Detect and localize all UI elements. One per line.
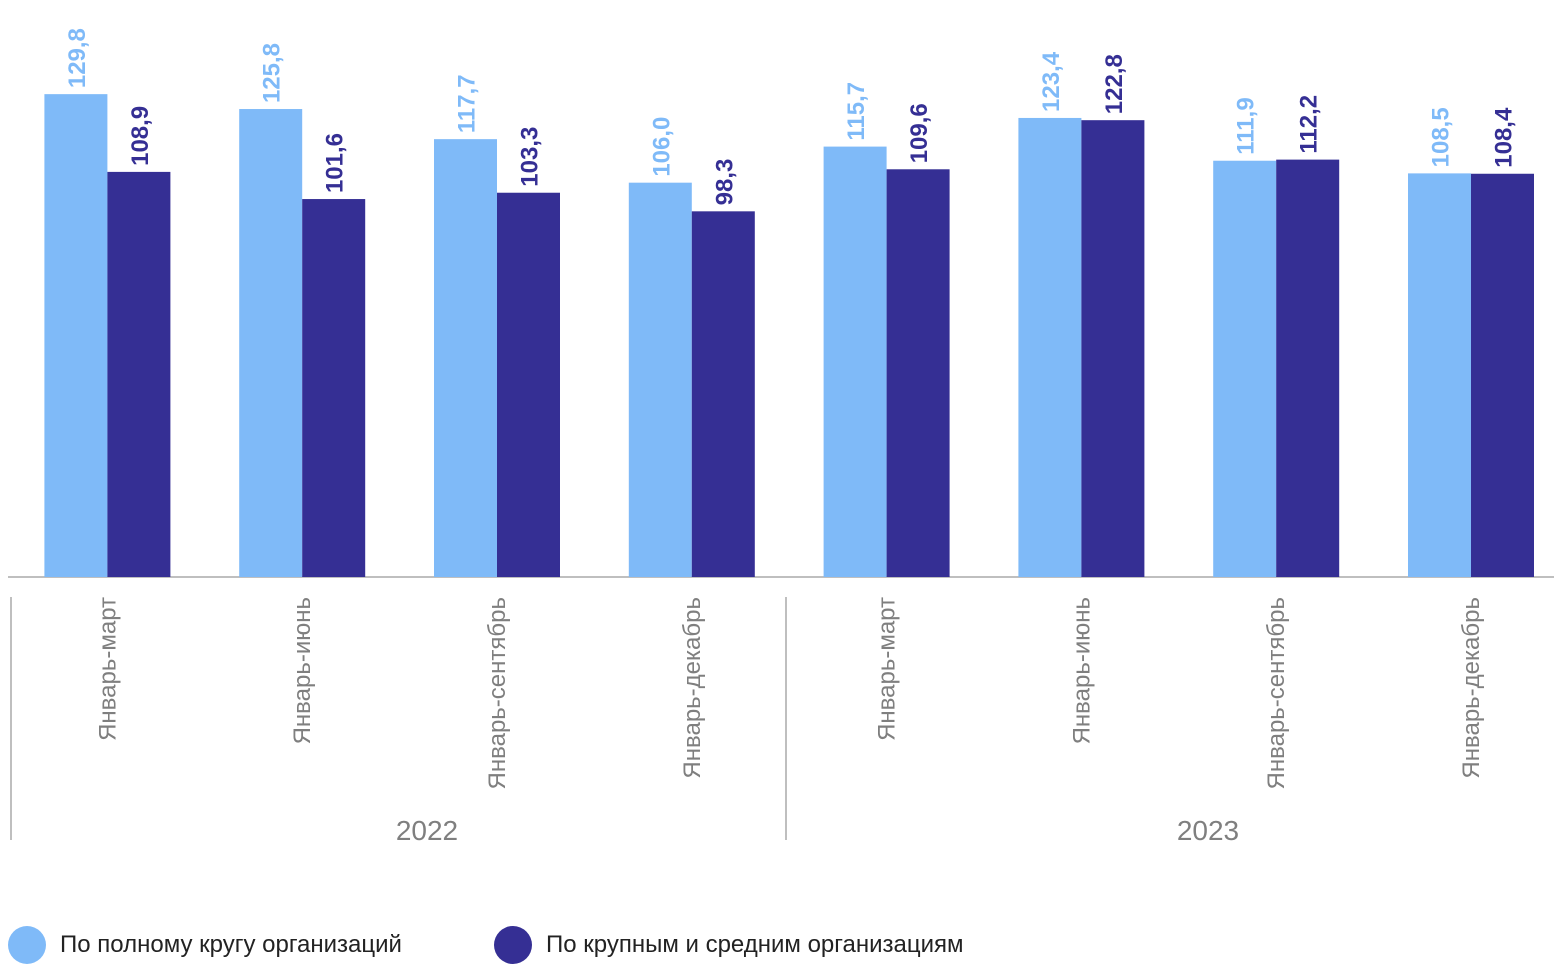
category-tick-label: Январь-июнь xyxy=(1068,597,1095,744)
legend-swatch-dark-blue xyxy=(494,926,532,964)
data-label: 106,0 xyxy=(648,117,675,177)
category-tick-label: Январь-сентябрь xyxy=(1263,597,1290,789)
bar-full-circle xyxy=(239,109,303,578)
data-label: 122,8 xyxy=(1101,54,1128,114)
category-tick-label: Январь-март xyxy=(874,597,901,741)
bar-large-medium xyxy=(107,171,171,577)
data-label: 108,5 xyxy=(1428,107,1455,167)
bar-large-medium xyxy=(497,192,560,577)
data-label: 117,7 xyxy=(454,74,481,133)
data-label: 98,3 xyxy=(711,159,738,206)
bar-full-circle xyxy=(628,182,692,577)
bar-large-medium xyxy=(1081,120,1145,578)
bar-full-circle xyxy=(44,94,108,578)
category-tick-label: Январь-июнь xyxy=(289,597,316,744)
legend-item-full-circle: По полному кругу организаций xyxy=(8,926,402,964)
data-label: 123,4 xyxy=(1038,51,1065,112)
bar-full-circle xyxy=(1213,160,1277,577)
category-tick-label: Январь-декабрь xyxy=(1458,597,1485,779)
legend-swatch-light-blue xyxy=(8,926,46,964)
bar-full-circle xyxy=(434,139,497,577)
legend-label: По крупным и средним организациям xyxy=(546,931,964,958)
legend-item-large-medium: По крупным и средним организациям xyxy=(494,926,964,964)
data-label: 112,2 xyxy=(1296,95,1323,154)
legend-label: По полному кругу организаций xyxy=(60,931,402,958)
bar-large-medium xyxy=(1276,159,1340,577)
data-label: 115,7 xyxy=(843,82,870,141)
data-label: 109,6 xyxy=(906,103,933,163)
category-tick-label: Январь-сентябрь xyxy=(484,597,511,789)
bar-large-medium xyxy=(886,169,950,577)
bar-large-medium xyxy=(302,199,366,577)
data-label: 125,8 xyxy=(259,43,286,103)
group-label: 2023 xyxy=(1177,815,1239,846)
bar-full-circle xyxy=(823,146,887,577)
category-tick-label: Январь-декабрь xyxy=(679,597,706,779)
data-label: 103,3 xyxy=(517,127,544,187)
data-label: 108,4 xyxy=(1491,107,1518,168)
bar-full-circle xyxy=(1018,117,1082,578)
bar-full-circle xyxy=(1408,173,1471,577)
bar-large-medium xyxy=(1471,173,1534,577)
bar-chart: 129,8 108,9 Январь-март 125,8 101,6 Январь-ию… xyxy=(8,28,1554,846)
legend: По полному кругу организаций По крупным … xyxy=(0,926,1554,966)
data-label: 101,6 xyxy=(322,133,349,193)
bar-large-medium xyxy=(691,211,755,577)
data-label: 108,9 xyxy=(127,106,154,166)
group-label: 2022 xyxy=(396,815,458,846)
category-tick-label: Январь-март xyxy=(94,597,121,741)
data-label: 111,9 xyxy=(1233,97,1260,154)
data-label: 129,8 xyxy=(64,28,91,88)
